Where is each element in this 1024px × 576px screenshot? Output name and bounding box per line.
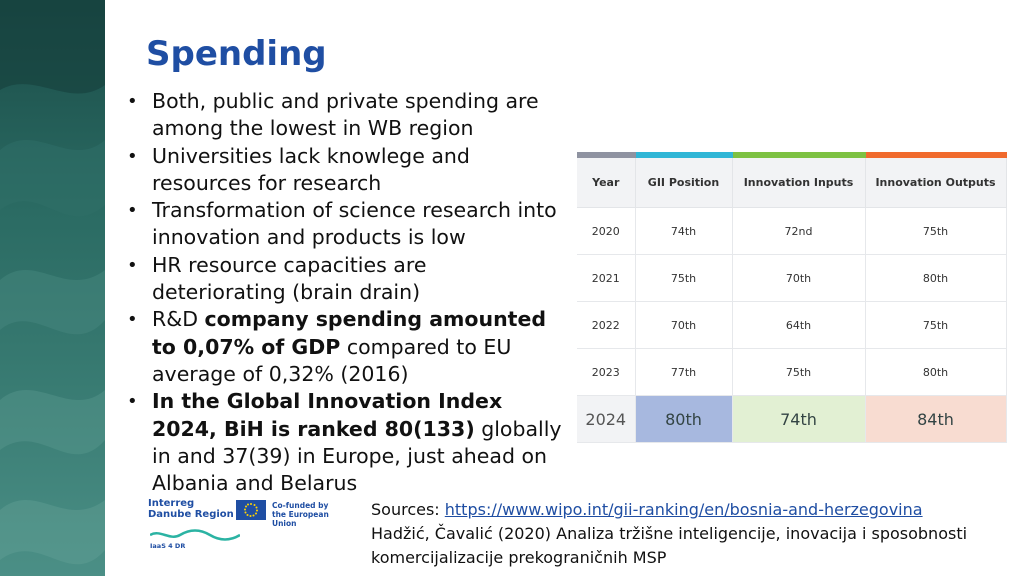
header-year: Year [577,152,636,208]
cell-gii: 75th [635,254,733,302]
header-gii-position: GII Position [635,152,733,208]
wave-logo-icon [150,529,240,541]
interreg-logo-line2: Danube Region [148,509,234,520]
cell-inputs: 75th [732,348,866,396]
sources-block: Sources: https://www.wipo.int/gii-rankin… [371,498,1011,570]
cell-year: 2020 [577,207,636,255]
table-row-highlighted: 2024 80th 74th 84th [577,395,1007,443]
cell-year: 2021 [577,254,636,302]
project-label: IaaS 4 DR [150,542,186,550]
table-row: 2020 74th 72nd 75th [577,207,1007,255]
cell-inputs: 64th [732,301,866,349]
bullet-item: In the Global Innovation Index 2024, BiH… [124,388,564,497]
eu-text-line2: the European Union [272,510,329,528]
eu-flag-icon [236,500,266,520]
eu-cofunded-text: Co-funded by the European Union [272,501,348,528]
cell-gii: 77th [635,348,733,396]
cell-outputs: 80th [865,348,1007,396]
header-innovation-outputs: Innovation Outputs [865,152,1007,208]
cell-year: 2022 [577,301,636,349]
sources-label: Sources: [371,500,445,519]
footer-logos: Interreg Danube Region Co-funded by the … [148,496,348,556]
bullet-item: R&D company spending amounted to 0,07% o… [124,306,564,388]
bullet-text: compared to EU average of 0,32% (2016) [152,334,512,386]
slide-title: Spending [146,34,327,74]
interreg-logo: Interreg Danube Region [148,498,234,520]
interreg-logo-line1: Interreg [148,498,195,509]
cell-outputs: 75th [865,207,1007,255]
cell-inputs: 70th [732,254,866,302]
cell-outputs: 75th [865,301,1007,349]
bullet-text-bold: In the Global Innovation Index 2024, BiH… [152,389,503,441]
header-innovation-inputs: Innovation Inputs [732,152,866,208]
cell-gii: 74th [635,207,733,255]
table-row: 2021 75th 70th 80th [577,254,1007,302]
bullet-item: HR resource capacities are deteriorating… [124,252,564,307]
bullet-text: Transformation of science research into … [152,198,557,250]
cell-outputs: 80th [865,254,1007,302]
table-header-row: Year GII Position Innovation Inputs Inno… [577,152,1007,208]
bullet-text: Both, public and private spending are am… [152,89,539,141]
bullet-item: Both, public and private spending are am… [124,88,564,143]
gii-ranking-table: Year GII Position Innovation Inputs Inno… [577,152,1007,443]
cell-gii: 70th [635,301,733,349]
bullet-text-bold: company spending amounted to 0,07% of GD… [152,307,547,359]
cell-gii: 80th [635,395,733,443]
decorative-side-strip [0,0,105,576]
table-row: 2023 77th 75th 80th [577,348,1007,396]
cell-inputs: 72nd [732,207,866,255]
sources-citation: Hadžić, Čavalić (2020) Analiza tržišne i… [371,524,968,567]
cell-year: 2023 [577,348,636,396]
bullet-text: globally in and 37(39) in Europe, just a… [152,416,562,496]
cell-inputs: 74th [732,395,866,443]
eu-text-line1: Co-funded by [272,501,329,510]
table-row: 2022 70th 64th 75th [577,301,1007,349]
bullet-item: Transformation of science research into … [124,197,564,252]
wave-pattern [0,0,105,565]
bullet-text: HR resource capacities are deteriorating… [152,252,427,305]
cell-outputs: 84th [865,395,1007,443]
cell-year: 2024 [577,395,636,443]
bullet-text: R&D [152,307,205,332]
bullet-text: Universities lack knowlege and resources… [152,143,470,195]
bullet-list: Both, public and private spending are am… [124,88,564,497]
wipo-link[interactable]: https://www.wipo.int/gii-ranking/en/bosn… [444,500,923,519]
bullet-item: Universities lack knowlege and resources… [124,143,564,198]
